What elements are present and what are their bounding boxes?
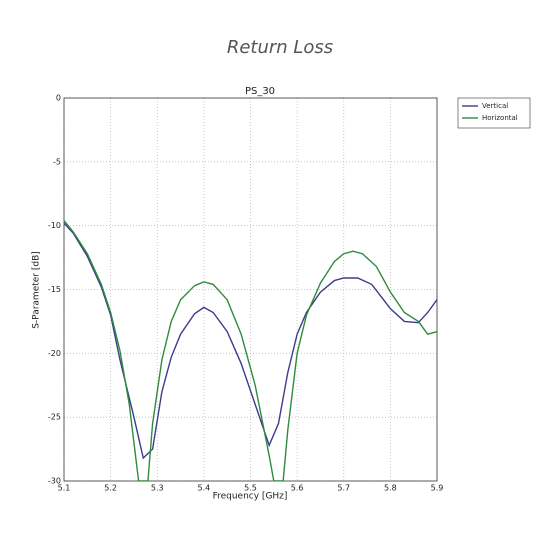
y-tick-label: -30 [48, 477, 61, 486]
chart-title: Return Loss [227, 37, 333, 58]
x-tick-label: 5.6 [291, 484, 304, 493]
x-tick-label: 5.7 [337, 484, 350, 493]
y-tick-label: -5 [53, 157, 61, 166]
x-tick-label: 5.1 [58, 484, 71, 493]
x-axis-label: Frequency [GHz] [213, 492, 288, 502]
x-tick-label: 5.5 [244, 484, 257, 493]
x-tick-label: 5.9 [431, 484, 444, 493]
x-tick-label: 5.2 [104, 484, 117, 493]
x-tick-label: 5.8 [384, 484, 397, 493]
y-tick-label: 0 [56, 94, 61, 103]
legend-label: Vertical [482, 102, 508, 110]
chart-subtitle: PS_30 [245, 86, 275, 97]
y-axis-label: S-Parameter [dB] [32, 251, 42, 329]
y-tick-label: -15 [48, 285, 61, 294]
x-tick-label: 5.3 [151, 484, 164, 493]
plot-frame [63, 97, 438, 482]
series-line [64, 220, 437, 481]
y-tick-label: -20 [48, 349, 61, 358]
legend-box [457, 97, 531, 129]
legend-label: Horizontal [482, 114, 518, 122]
x-tick-label: 5.4 [198, 484, 211, 493]
y-tick-label: -10 [48, 221, 61, 230]
y-tick-label: -25 [48, 413, 61, 422]
